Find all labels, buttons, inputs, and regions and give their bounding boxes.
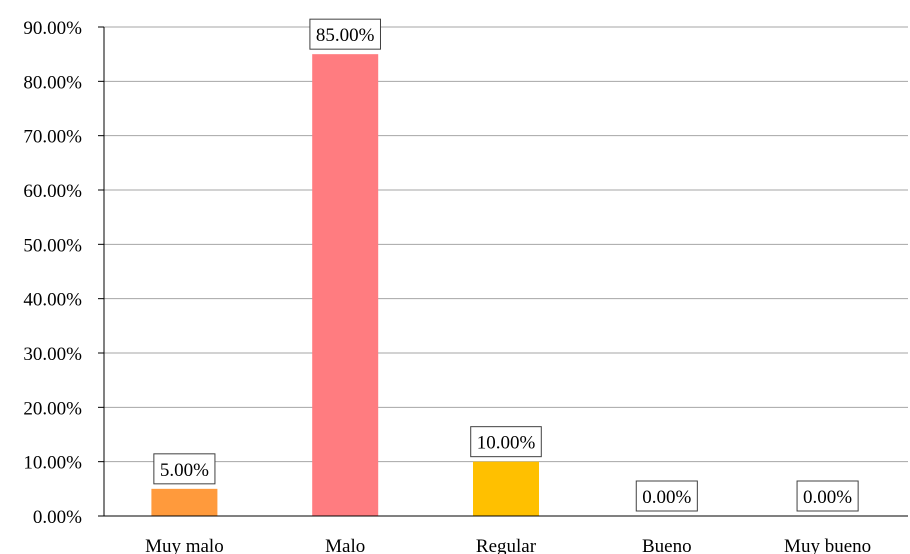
- data-label-box: [470, 426, 542, 458]
- data-label-group: 10.00%: [470, 426, 542, 458]
- bar: [473, 461, 539, 516]
- x-category-label: Malo: [325, 536, 365, 554]
- y-tick-label: 20.00%: [23, 398, 82, 419]
- data-label-box: [153, 453, 216, 485]
- x-category-label: Muy bueno: [784, 536, 871, 554]
- data-label: 10.00%: [477, 433, 536, 454]
- y-tick-label: 80.00%: [23, 72, 82, 93]
- x-category-label: Bueno: [642, 536, 692, 554]
- data-label: 0.00%: [642, 487, 691, 508]
- data-label-group: 0.00%: [635, 480, 698, 512]
- gridlines: [104, 26, 908, 463]
- y-tick-label: 40.00%: [23, 290, 82, 311]
- y-tick-label: 10.00%: [23, 453, 82, 474]
- data-label-group: 85.00%: [309, 18, 381, 50]
- data-label: 5.00%: [160, 460, 209, 481]
- y-tick-label: 90.00%: [23, 18, 82, 39]
- x-category-label: Regular: [476, 536, 537, 554]
- x-axis-category-labels: Muy malo Malo Regular Bueno Muy bueno: [145, 536, 871, 554]
- bars: [151, 54, 539, 517]
- data-label-box: [796, 480, 859, 512]
- data-label-group: 5.00%: [153, 453, 216, 485]
- y-tick-label: 70.00%: [23, 127, 82, 148]
- y-tick-label: 50.00%: [23, 235, 82, 256]
- data-label-box: [635, 480, 698, 512]
- y-axis-tick-labels: 0.00% 10.00% 20.00% 30.00% 40.00% 50.00% 60.00…: [23, 18, 104, 528]
- data-labels: 5.00% 85.00% 10.00% 0.00% 0.00%: [153, 18, 859, 512]
- data-label: 0.00%: [803, 487, 852, 508]
- y-tick-label: 30.00%: [23, 344, 82, 365]
- data-label-group: 0.00%: [796, 480, 859, 512]
- y-tick-label: 60.00%: [23, 181, 82, 202]
- bar: [312, 54, 379, 517]
- bar: [151, 488, 218, 516]
- x-category-label: Muy malo: [145, 536, 224, 554]
- data-label: 85.00%: [316, 25, 375, 46]
- y-tick-label: 0.00%: [33, 507, 82, 528]
- data-label-box: [309, 18, 381, 50]
